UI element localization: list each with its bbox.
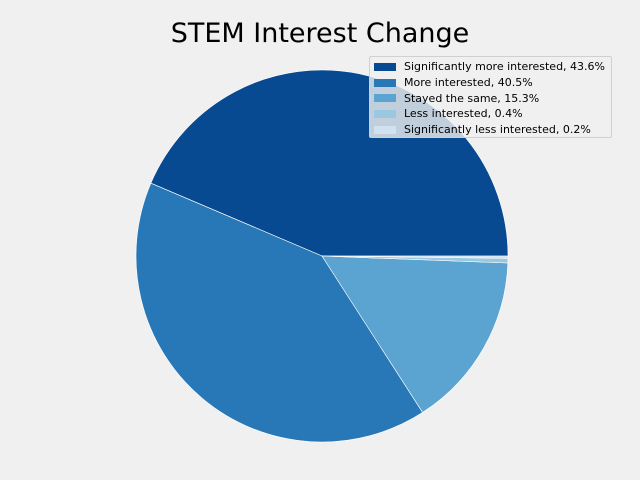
legend-swatch [374,125,396,134]
legend-item: More interested, 40.5% [374,75,611,91]
legend-swatch [374,78,396,87]
legend-label: Significantly more interested, 43.6% [404,60,605,74]
pie-slice-more-interested [135,182,423,443]
legend-swatch [374,109,396,118]
legend-label: Stayed the same, 15.3% [404,91,540,105]
legend-label: Less interested, 0.4% [404,107,523,121]
legend-item: Stayed the same, 15.3% [374,90,611,106]
pie-slice-stayed-the-same [321,255,509,413]
pie-slice-significantly-less-interested [321,255,509,259]
legend-label: Significantly less interested, 0.2% [404,123,591,137]
chart-title: STEM Interest Change [170,18,470,49]
legend: Significantly more interested, 43.6% More… [369,56,612,138]
legend-swatch [374,94,396,103]
legend-item: Significantly less interested, 0.2% [374,122,611,138]
legend-item: Less interested, 0.4% [374,106,611,122]
legend-item: Significantly more interested, 43.6% [374,59,611,75]
legend-swatch [374,62,396,71]
legend-label: More interested, 40.5% [404,76,533,90]
